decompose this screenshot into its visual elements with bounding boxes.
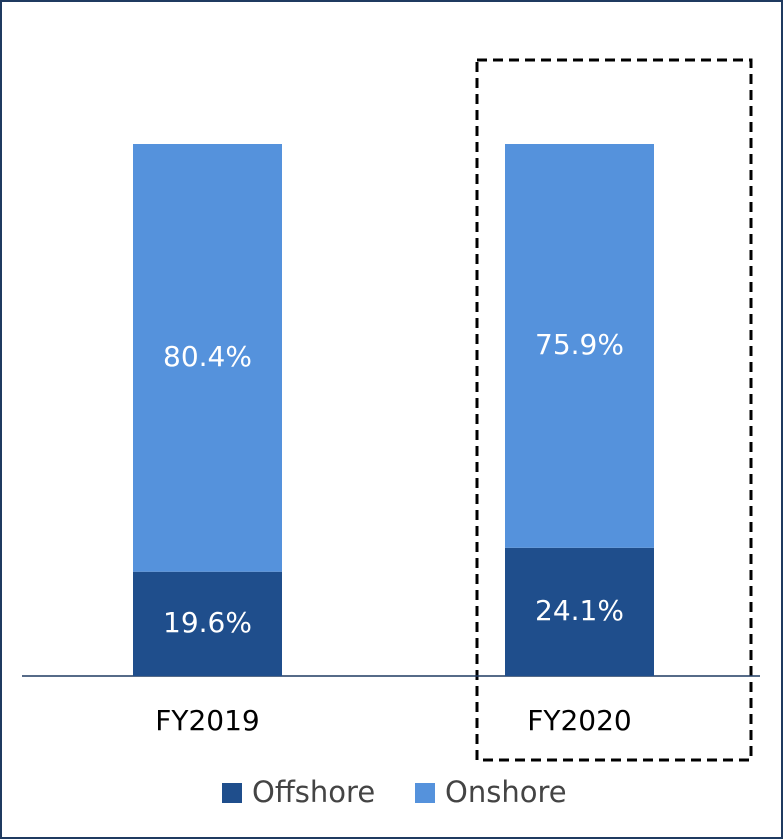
- legend-label: Onshore: [445, 775, 567, 809]
- legend-swatch: [415, 783, 435, 803]
- bar-segment: [505, 547, 654, 676]
- legend-label: Offshore: [252, 775, 375, 809]
- bar-segment: [133, 571, 282, 676]
- x-tick-label: FY2019: [155, 704, 259, 737]
- data-label: 75.9%: [535, 328, 624, 361]
- data-label: 19.6%: [163, 606, 252, 639]
- data-label: 24.1%: [535, 594, 624, 627]
- bar-segment: [505, 144, 654, 548]
- bar-segment: [133, 144, 282, 572]
- x-tick-label: FY2020: [527, 704, 631, 737]
- legend-swatch: [222, 783, 242, 803]
- highlight-box: [475, 58, 753, 762]
- data-label: 80.4%: [163, 340, 252, 373]
